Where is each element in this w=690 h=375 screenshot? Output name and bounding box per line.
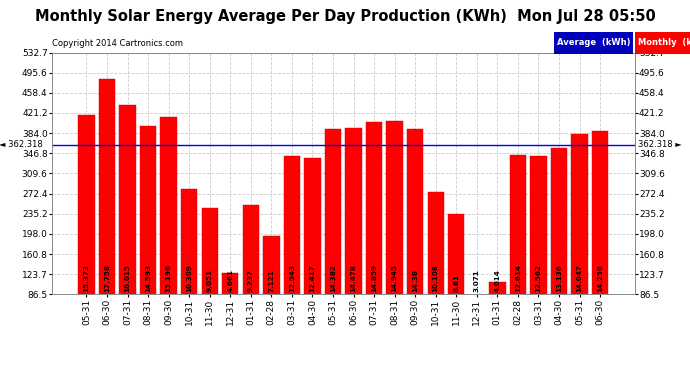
Text: 7.121: 7.121 <box>268 269 275 292</box>
Bar <box>428 192 444 341</box>
Text: 9.237: 9.237 <box>248 269 254 292</box>
Bar <box>469 296 485 341</box>
Text: Monthly  (kWh): Monthly (kWh) <box>638 38 690 47</box>
Text: 13.136: 13.136 <box>556 264 562 292</box>
Bar <box>99 80 115 341</box>
Text: 15.196: 15.196 <box>166 264 172 292</box>
Bar <box>201 208 218 341</box>
Text: Average  (kWh): Average (kWh) <box>557 38 631 47</box>
Text: 14.047: 14.047 <box>577 264 582 292</box>
Bar <box>366 122 382 341</box>
Bar <box>161 117 177 341</box>
Text: 3.071: 3.071 <box>474 269 480 292</box>
Text: 8.61: 8.61 <box>453 274 460 292</box>
Text: 14.593: 14.593 <box>145 264 151 292</box>
Text: 4.661: 4.661 <box>227 268 233 292</box>
Bar <box>263 236 279 341</box>
Bar <box>243 205 259 341</box>
Text: 17.758: 17.758 <box>104 264 110 292</box>
Text: 4.014: 4.014 <box>494 269 500 292</box>
Text: 10.309: 10.309 <box>186 264 193 292</box>
Text: 14.478: 14.478 <box>351 264 357 292</box>
Bar <box>181 189 197 341</box>
Bar <box>78 115 95 341</box>
Text: ◄ 362.318: ◄ 362.318 <box>0 140 43 149</box>
Text: 10.108: 10.108 <box>433 264 439 292</box>
Bar <box>345 128 362 341</box>
Bar <box>448 214 464 341</box>
Text: 14.382: 14.382 <box>330 264 336 292</box>
Bar <box>571 134 588 341</box>
Text: 12.614: 12.614 <box>515 264 521 292</box>
Bar <box>386 121 403 341</box>
Bar <box>551 148 567 341</box>
Text: 14.945: 14.945 <box>392 264 397 292</box>
Text: 14.859: 14.859 <box>371 264 377 292</box>
Bar <box>140 126 157 341</box>
Bar <box>119 105 136 341</box>
Bar <box>510 155 526 341</box>
Bar <box>530 156 546 341</box>
Text: 16.015: 16.015 <box>125 264 130 292</box>
Bar <box>407 129 424 341</box>
Text: 14.38: 14.38 <box>412 269 418 292</box>
Text: 12.417: 12.417 <box>309 264 315 292</box>
Text: Monthly Solar Energy Average Per Day Production (KWh)  Mon Jul 28 05:50: Monthly Solar Energy Average Per Day Pro… <box>34 9 655 24</box>
Bar <box>222 273 239 341</box>
Bar <box>304 158 321 341</box>
Text: 14.256: 14.256 <box>597 264 603 292</box>
Text: 15.373: 15.373 <box>83 264 90 292</box>
Text: Copyright 2014 Cartronics.com: Copyright 2014 Cartronics.com <box>52 39 183 48</box>
Bar <box>325 129 342 341</box>
Text: 12.562: 12.562 <box>535 264 542 292</box>
Bar <box>592 131 609 341</box>
Bar <box>284 156 300 341</box>
Text: 362.318 ►: 362.318 ► <box>638 140 681 149</box>
Text: 9.051: 9.051 <box>207 268 213 292</box>
Bar <box>489 282 506 341</box>
Text: 12.543: 12.543 <box>289 264 295 292</box>
